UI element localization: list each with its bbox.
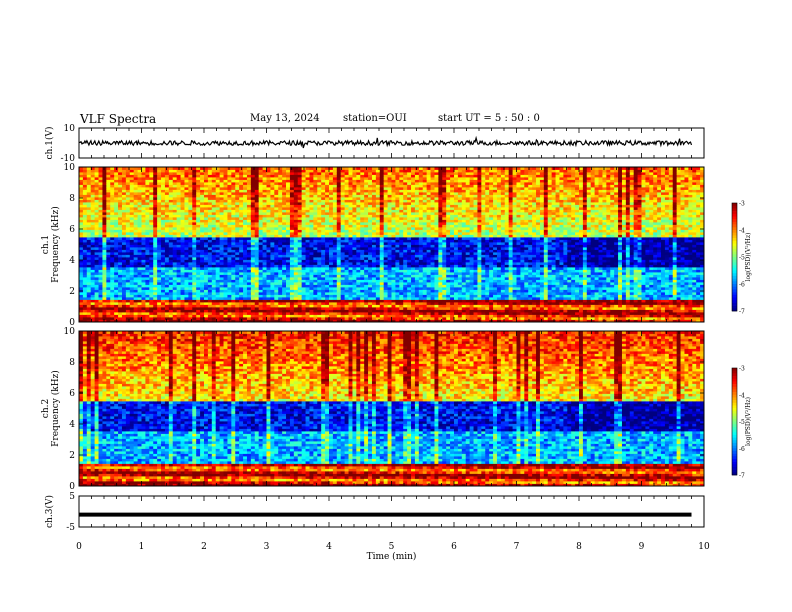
x-tick-label: 5 bbox=[389, 542, 395, 552]
ch1-freq-tick-label: 8 bbox=[69, 194, 75, 204]
ch2-frequency-label: Frequency (kHz) bbox=[50, 370, 61, 447]
spectrogram-ch2 bbox=[79, 331, 705, 487]
ch1-colorbar-tick-label: -4 bbox=[739, 228, 745, 235]
ch1-freq-tick-label: 10 bbox=[64, 163, 76, 173]
ch2-freq-tick-label: 0 bbox=[69, 482, 75, 492]
colorbar-frame bbox=[731, 367, 738, 476]
ch1-ytick-label: 10 bbox=[64, 124, 76, 134]
ch2-colorbar-tick-label: -6 bbox=[739, 446, 745, 453]
date-label: May 13, 2024 bbox=[250, 113, 320, 124]
ch2-colorbar-tick-label: -7 bbox=[739, 473, 745, 480]
x-axis-label: Time (min) bbox=[367, 551, 417, 562]
ch3-ytick-label: -5 bbox=[66, 523, 75, 533]
ch1-ylabel: ch.1(V) bbox=[44, 127, 55, 160]
x-tick-label: 6 bbox=[451, 542, 457, 552]
ch1-waveform-line bbox=[78, 135, 693, 149]
start-time-label: start UT = 5 : 50 : 0 bbox=[438, 113, 540, 124]
ch2-colorbar-tick-label: -5 bbox=[739, 419, 745, 426]
ch1-channel-label: ch.1 bbox=[41, 235, 51, 254]
colorbar-frame bbox=[731, 202, 738, 312]
x-tick-label: 9 bbox=[639, 542, 645, 552]
ch2-freq-tick-label: 2 bbox=[69, 451, 75, 461]
ch1-colorbar-label: log(PSD)(V²/Hz) bbox=[745, 233, 752, 282]
ch1-frequency-label: Frequency (kHz) bbox=[50, 206, 61, 283]
x-tick-label: 2 bbox=[201, 542, 207, 552]
ch1-colorbar-tick-label: -3 bbox=[739, 201, 745, 208]
ch2-freq-tick-label: 10 bbox=[64, 327, 76, 337]
chart-title: VLF Spectra bbox=[80, 112, 156, 126]
ch3-ytick-label: 5 bbox=[69, 492, 75, 502]
x-tick-label: 1 bbox=[139, 542, 145, 552]
ch2-freq-tick-label: 6 bbox=[69, 389, 75, 399]
spectrogram-ch1 bbox=[79, 167, 705, 323]
ch2-channel-label: ch.2 bbox=[41, 399, 51, 418]
x-tick-label: 0 bbox=[76, 542, 82, 552]
ch1-freq-tick-label: 4 bbox=[69, 256, 75, 266]
ch2-freq-tick-label: 8 bbox=[69, 358, 75, 368]
ch3-ylabel: ch.3(V) bbox=[44, 495, 55, 528]
ch1-colorbar-tick-label: -7 bbox=[739, 309, 745, 316]
ch2-colorbar-tick-label: -4 bbox=[739, 392, 745, 399]
ch2-freq-tick-label: 4 bbox=[69, 420, 75, 430]
ch1-colorbar-tick-label: -6 bbox=[739, 282, 745, 289]
ch1-freq-tick-label: 0 bbox=[69, 318, 75, 328]
ch1-colorbar bbox=[731, 202, 738, 312]
ch1-colorbar-tick-label: -5 bbox=[739, 255, 745, 262]
x-tick-label: 3 bbox=[264, 542, 270, 552]
ch2-colorbar-tick-label: -3 bbox=[739, 366, 745, 373]
x-tick-label: 10 bbox=[698, 542, 710, 552]
ch2-colorbar-label: log(PSD)(V²/Hz) bbox=[745, 397, 752, 446]
station-label: station=OUI bbox=[343, 113, 407, 124]
ch1-ytick-label: -10 bbox=[61, 154, 76, 164]
x-tick-label: 7 bbox=[514, 542, 520, 552]
x-tick-label: 4 bbox=[326, 542, 332, 552]
ch1-freq-tick-label: 6 bbox=[69, 225, 75, 235]
ch1-freq-tick-label: 2 bbox=[69, 287, 75, 297]
x-tick-label: 8 bbox=[576, 542, 582, 552]
ch2-colorbar bbox=[731, 367, 738, 476]
